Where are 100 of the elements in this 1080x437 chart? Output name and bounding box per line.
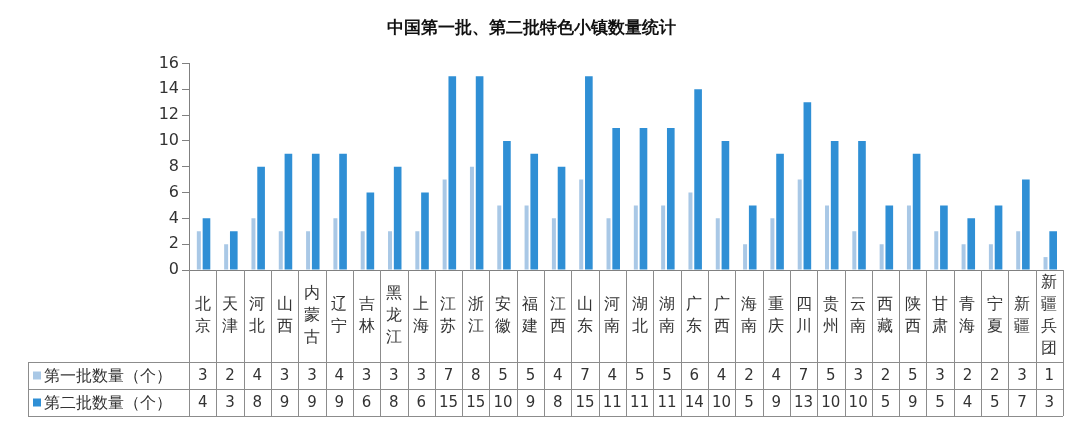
data-label: 11 — [630, 393, 650, 412]
bar — [961, 244, 966, 270]
data-label: 9 — [334, 393, 344, 412]
data-label: 8 — [552, 393, 563, 412]
y-tick-label: 6 — [168, 181, 179, 201]
data-label: 8 — [389, 393, 399, 412]
bar — [661, 205, 666, 270]
bar — [284, 153, 293, 270]
bar — [666, 127, 675, 270]
bar — [934, 231, 939, 270]
x-tick-label: 内蒙古 — [303, 283, 320, 347]
bar — [202, 218, 211, 270]
data-label: 3 — [389, 366, 399, 385]
x-tick-label: 山东 — [577, 294, 594, 336]
data-label: 9 — [908, 393, 918, 412]
bar — [585, 76, 593, 270]
x-tick-label: 新疆兵团 — [1041, 272, 1058, 358]
bar — [366, 192, 375, 270]
data-label: 5 — [662, 366, 672, 385]
data-label: 5 — [744, 393, 754, 412]
x-tick-label: 山西 — [276, 294, 293, 336]
bar — [803, 102, 812, 270]
data-label: 14 — [684, 393, 704, 412]
bar — [475, 76, 484, 270]
data-label: 5 — [880, 393, 891, 412]
data-label: 9 — [525, 393, 536, 412]
data-label: 4 — [962, 393, 973, 412]
bar — [1016, 231, 1021, 270]
data-label: 7 — [1017, 393, 1027, 412]
data-label: 1 — [1044, 366, 1055, 385]
bar — [551, 218, 556, 270]
y-tick-label: 16 — [158, 52, 179, 72]
data-label: 5 — [908, 366, 918, 385]
x-tick-label: 上海 — [413, 294, 430, 336]
data-label: 9 — [279, 393, 290, 412]
y-tick-label: 4 — [168, 207, 179, 227]
x-tick-label: 安徽 — [495, 294, 512, 336]
data-label: 15 — [466, 393, 486, 412]
chart-title: 中国第一批、第二批特色小镇数量统计 — [387, 16, 676, 37]
bar — [415, 231, 420, 270]
x-tick-label: 黑龙江 — [385, 283, 402, 347]
data-label: 4 — [607, 366, 618, 385]
x-tick-label: 陕西 — [904, 294, 921, 336]
x-tick-label: 北京 — [194, 294, 211, 336]
data-label: 11 — [657, 393, 677, 412]
data-label: 5 — [525, 366, 536, 385]
data-label: 9 — [307, 393, 317, 412]
y-tick-label: 14 — [158, 78, 179, 98]
bar — [530, 153, 539, 270]
data-label: 4 — [334, 366, 344, 385]
data-label: 10 — [712, 393, 732, 412]
bar — [721, 140, 730, 270]
data-label: 3 — [935, 366, 945, 385]
legend-label: 第二批数量（个） — [44, 392, 172, 412]
data-label: 2 — [962, 366, 973, 385]
y-tick-label: 10 — [158, 130, 179, 150]
data-label: 9 — [771, 393, 781, 412]
data-label: 11 — [602, 393, 622, 412]
bar — [748, 205, 757, 270]
bar — [306, 231, 311, 270]
bar — [497, 205, 502, 270]
data-label: 5 — [989, 393, 1000, 412]
data-label: 5 — [826, 366, 836, 385]
bar — [770, 218, 775, 270]
data-label: 3 — [361, 366, 372, 385]
bar — [967, 218, 976, 270]
x-tick-label: 辽宁 — [331, 294, 348, 336]
data-label: 3 — [225, 393, 235, 412]
data-label: 8 — [471, 366, 481, 385]
bar — [715, 218, 720, 270]
bar — [858, 140, 866, 270]
bar — [694, 89, 702, 270]
bar — [825, 205, 830, 270]
bar — [388, 231, 393, 270]
data-label: 3 — [307, 366, 317, 385]
y-tick-label: 2 — [168, 233, 179, 253]
data-label: 6 — [361, 393, 372, 412]
x-tick-label: 西藏 — [877, 294, 894, 336]
data-label: 3 — [853, 366, 863, 385]
bar — [988, 244, 993, 270]
x-tick-label: 天津 — [221, 294, 238, 336]
bar — [251, 218, 256, 270]
x-tick-label: 新疆 — [1014, 294, 1031, 336]
bar — [612, 127, 620, 270]
data-label: 3 — [416, 366, 426, 385]
bar — [1022, 179, 1030, 270]
bar — [311, 153, 320, 270]
bar — [633, 205, 638, 270]
x-tick-label: 重庆 — [768, 294, 785, 336]
data-label: 10 — [493, 393, 513, 412]
y-tick-label: 0 — [168, 259, 179, 279]
bar — [278, 231, 283, 270]
data-label: 10 — [821, 393, 841, 412]
bar — [885, 205, 894, 270]
x-tick-label: 四川 — [795, 294, 812, 336]
bar — [879, 244, 884, 270]
data-label: 7 — [798, 366, 809, 385]
bar — [448, 76, 457, 270]
x-tick-label: 贵州 — [822, 294, 839, 336]
data-label: 4 — [252, 366, 263, 385]
